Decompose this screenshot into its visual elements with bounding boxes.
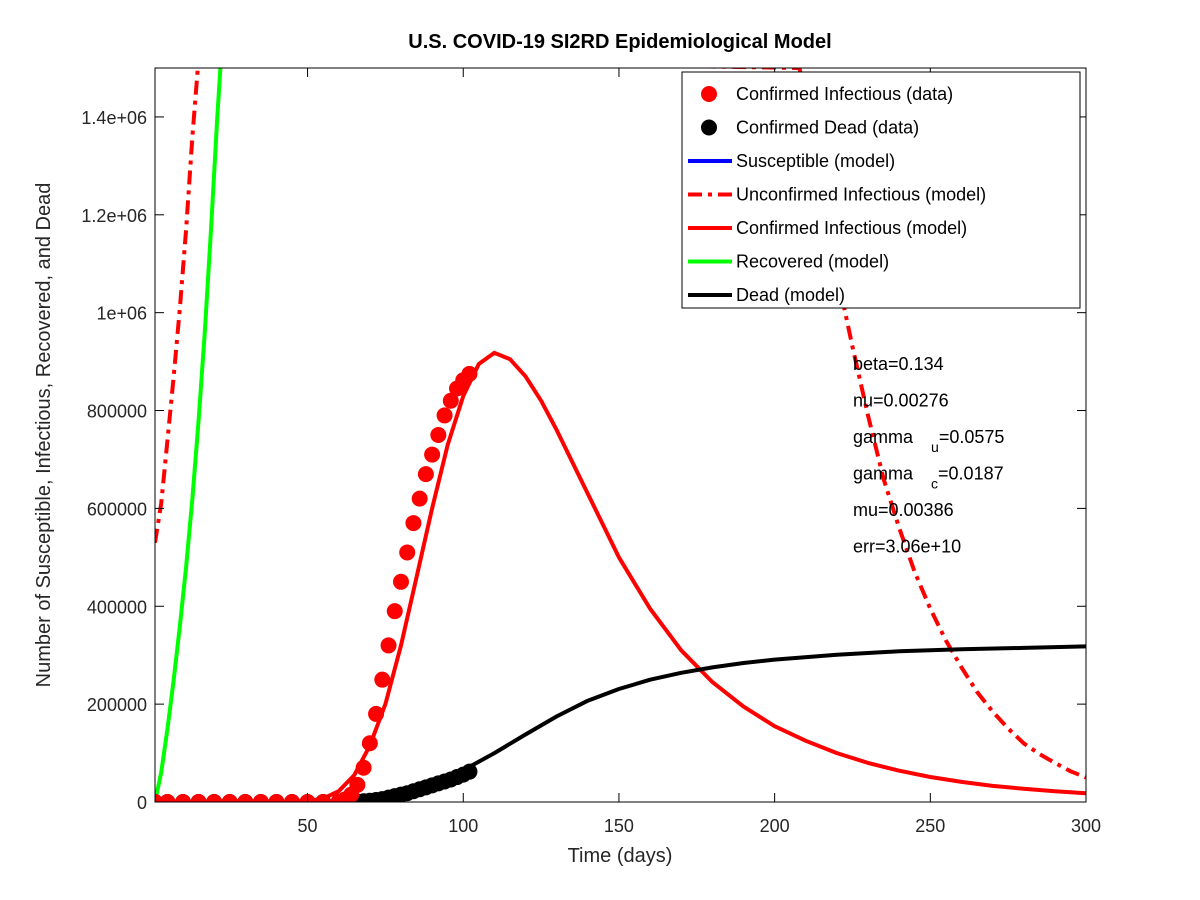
plot-frame — [154, 67, 1087, 803]
parameter-subscript: c — [931, 476, 938, 492]
confirmed-infectious-data-point — [405, 515, 422, 532]
confirmed-infectious-model-line — [155, 350, 1086, 802]
y-tick-label: 1.2e+06 — [81, 206, 147, 226]
legend-label-confirmed-infectious-model: Confirmed Infectious (model) — [736, 218, 967, 238]
y-axis-label: Number of Susceptible, Infectious, Recov… — [33, 183, 55, 688]
y-tick-label: 400000 — [87, 597, 147, 617]
legend-label-unconfirmed-infectious-model: Unconfirmed Infectious (model) — [736, 185, 986, 205]
chart-title: U.S. COVID-19 SI2RD Epidemiological Mode… — [408, 31, 831, 53]
confirmed-infectious-data-point — [436, 407, 453, 424]
y-tick-label: 600000 — [87, 499, 147, 519]
confirmed-infectious-data-point — [175, 794, 192, 802]
y-tick-label: 1e+06 — [96, 304, 147, 324]
y-tick-label: 1.4e+06 — [81, 108, 147, 128]
legend-label-confirmed-dead-data: Confirmed Dead (data) — [736, 118, 919, 138]
legend-box — [681, 71, 1081, 309]
x-tick-label: 300 — [1071, 816, 1101, 836]
series-layer — [155, 68, 1086, 802]
confirmed-infectious-data-point — [386, 603, 403, 620]
confirmed-infectious-data-point — [417, 466, 434, 483]
confirmed-infectious-data-point — [368, 705, 385, 722]
parameter-name: gamma — [853, 427, 914, 447]
confirmed-infectious-data-series — [155, 365, 478, 802]
parameter-value: =3.06e+10 — [875, 537, 961, 557]
parameter-gamma-c: gamma c=0.0187 — [853, 464, 1004, 492]
parameter-value: =0.134 — [888, 354, 944, 374]
parameter-name: err — [853, 537, 875, 557]
parameter-err: err=3.06e+10 — [853, 537, 961, 557]
x-tick-label: 150 — [604, 816, 634, 836]
y-tick-label: 0 — [137, 793, 147, 813]
legend-label-recovered-model: Recovered (model) — [736, 252, 889, 272]
parameter-gamma-u: gamma u=0.0575 — [853, 427, 1004, 455]
y-tick-label: 800000 — [87, 402, 147, 422]
x-tick-label: 250 — [915, 816, 945, 836]
legend-label-confirmed-infectious-data: Confirmed Infectious (data) — [736, 84, 953, 104]
confirmed-infectious-data-point — [361, 735, 378, 752]
parameter-value: =0.00276 — [873, 391, 949, 411]
x-tick-label: 50 — [298, 816, 318, 836]
confirmed-dead-data-point — [461, 763, 478, 780]
confirmed-infectious-data-point — [190, 794, 207, 802]
parameter-subscript: u — [931, 439, 939, 455]
confirmed-infectious-data-point — [380, 637, 397, 654]
parameter-value: =0.00386 — [878, 500, 954, 520]
confirmed-infectious-data-point — [268, 794, 285, 802]
parameter-value: =0.0575 — [939, 427, 1005, 447]
parameter-name: gamma — [853, 464, 914, 484]
parameter-name: mu — [853, 500, 878, 520]
y-axis: 0 200000 400000 600000 800000 1e+06 1.2e+06 1.4… — [81, 108, 1086, 813]
confirmed-infectious-data-point — [355, 759, 372, 776]
confirmed-infectious-data-point — [159, 794, 176, 802]
confirmed-infectious-data-point — [399, 544, 416, 561]
parameter-name: beta — [853, 354, 889, 374]
y-tick-label: 200000 — [87, 695, 147, 715]
confirmed-infectious-data-point — [424, 446, 441, 463]
confirmed-infectious-data-point — [349, 776, 366, 793]
legend: Confirmed Infectious (data) Confirmed Dea… — [681, 71, 1081, 309]
confirmed-infectious-data-point — [315, 794, 332, 802]
confirmed-infectious-data-point — [411, 490, 428, 507]
legend-marker-confirmed-infectious-data — [701, 86, 717, 102]
unconfirmed-infectious-model-line — [155, 68, 1086, 780]
confirmed-infectious-data-point — [221, 794, 238, 802]
confirmed-infectious-data-point — [442, 392, 459, 409]
parameter-spacer — [913, 464, 931, 484]
confirmed-infectious-data-point — [392, 573, 409, 590]
parameter-spacer — [913, 427, 931, 447]
confirmed-infectious-data-point — [430, 427, 447, 443]
x-axis: 50 100 150 200 250 300 — [298, 68, 1101, 836]
parameter-value: =0.0187 — [938, 464, 1004, 484]
confirmed-infectious-data-point — [237, 794, 254, 802]
parameter-beta: beta=0.134 — [853, 354, 944, 374]
legend-label-susceptible-model: Susceptible (model) — [736, 151, 895, 171]
x-tick-label: 200 — [760, 816, 790, 836]
confirmed-infectious-data-point — [461, 365, 478, 382]
x-axis-label: Time (days) — [568, 845, 673, 867]
confirmed-infectious-data-point — [206, 794, 223, 802]
parameter-name: nu — [853, 391, 873, 411]
confirmed-infectious-data-point — [252, 794, 269, 802]
legend-label-dead-model: Dead (model) — [736, 285, 845, 305]
confirmed-infectious-data-point — [374, 671, 391, 688]
confirmed-infectious-data-point — [284, 794, 301, 802]
legend-marker-confirmed-dead-data — [701, 119, 717, 136]
parameter-nu: nu=0.00276 — [853, 391, 949, 411]
x-tick-label: 100 — [448, 816, 478, 836]
recovered-model-line — [155, 68, 223, 802]
parameter-mu: mu=0.00386 — [853, 500, 954, 520]
